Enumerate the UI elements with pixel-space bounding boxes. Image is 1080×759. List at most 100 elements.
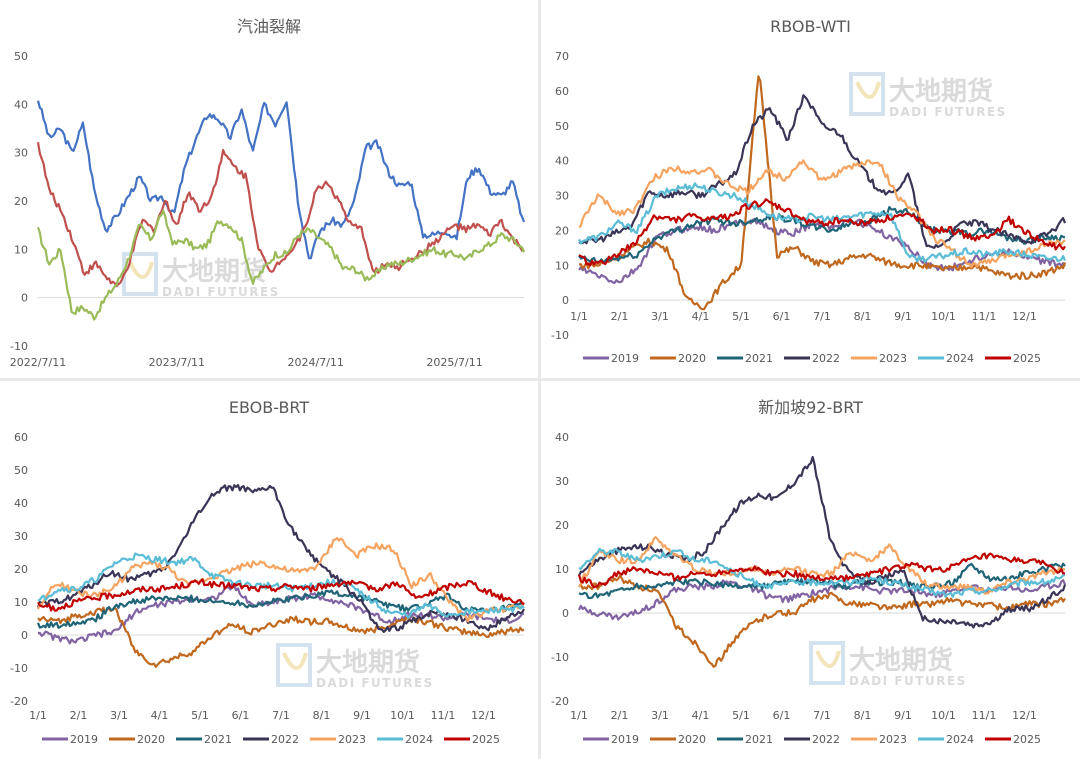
y-tick-label: 60 (14, 431, 28, 444)
series-line-2022 (578, 455, 1067, 629)
legend-label: 2025 (1013, 733, 1041, 746)
legend-label: 2024 (405, 733, 433, 746)
x-tick-label: 5/1 (732, 310, 750, 323)
x-tick-label: 2/1 (70, 709, 88, 722)
y-tick-label: 10 (555, 259, 569, 272)
y-tick-label: 50 (14, 464, 28, 477)
series-line-2020 (37, 606, 525, 668)
chart-svg: RBOB-WTI -10 0 10 20 30 40 50 60 70 1/1 2/1 3/1 4/1 5/… (551, 17, 1067, 365)
x-tick-label: 11/1 (972, 709, 997, 722)
legend-label: 2019 (611, 352, 639, 365)
y-tick-label: 60 (555, 85, 569, 98)
watermark-cn: 大地期货 (889, 76, 993, 107)
y-tick-label: 20 (14, 195, 28, 208)
chart-svg: 新加坡92-BRT -20 -10 0 10 20 30 40 1/1 2/1 3/1 4/1 5/1 6… (551, 398, 1067, 746)
x-tick-label: 6/1 (232, 709, 250, 722)
series-line-series-blue (36, 100, 526, 260)
series-line-2024 (578, 182, 1067, 263)
legend-label: 2021 (745, 352, 773, 365)
x-tick-label: 12/1 (1012, 709, 1037, 722)
series-line-series-red (36, 142, 525, 288)
x-tick-label: 8/1 (313, 709, 331, 722)
watermark-en: DADI FUTURES (889, 105, 1007, 119)
series-line-2020 (578, 75, 1067, 311)
chart-panel-gasoline-crack: 汽油裂解 -10 0 10 20 30 40 50 2022/7/11 2023/7/11 2024… (0, 0, 538, 378)
watermark-cn: 大地期货 (316, 647, 420, 678)
watermark-cn: 大地期货 (162, 256, 266, 287)
y-tick-label: -10 (10, 662, 28, 675)
x-tick-label: 2022/7/11 (10, 356, 66, 369)
x-tick-label: 3/1 (110, 709, 128, 722)
y-tick-label: 50 (14, 50, 28, 63)
x-tick-label: 4/1 (692, 310, 710, 323)
x-tick-label: 6/1 (773, 709, 791, 722)
series-line-2023 (36, 537, 525, 623)
chart-title: EBOB-BRT (229, 398, 310, 417)
legend-label: 2022 (271, 733, 299, 746)
x-tick-label: 11/1 (972, 310, 997, 323)
x-tick-label: 10/1 (931, 310, 956, 323)
y-tick-label: 0 (21, 292, 28, 305)
series-line-2021 (36, 589, 525, 629)
legend-label: 2025 (1013, 352, 1041, 365)
legend-label: 2024 (946, 733, 974, 746)
y-tick-label: 40 (555, 431, 569, 444)
y-tick-label: 0 (562, 294, 569, 307)
chart-panel-sg92-brt: 新加坡92-BRT -20 -10 0 10 20 30 40 1/1 2/1 3/1 4/1 5/1 6… (541, 381, 1080, 759)
series-line-2019 (37, 582, 525, 645)
x-tick-label: 11/1 (431, 709, 456, 722)
y-tick-label: 40 (14, 497, 28, 510)
legend-label: 2020 (137, 733, 165, 746)
watermark-cn: 大地期货 (849, 645, 953, 676)
x-tick-label: 2/1 (611, 310, 629, 323)
x-tick-label: 4/1 (151, 709, 169, 722)
x-tick-label: 8/1 (854, 310, 872, 323)
x-tick-label: 10/1 (390, 709, 415, 722)
chart-svg: 汽油裂解 -10 0 10 20 30 40 50 2022/7/11 2023/7/11 2024… (10, 17, 526, 369)
chart-svg: EBOB-BRT -20 -10 0 10 20 30 40 50 60 1/1 2/1 3/1 4/1 5… (10, 398, 525, 746)
chart-panel-ebob-brt: EBOB-BRT -20 -10 0 10 20 30 40 50 60 1/1 2/1 3/1 4/1 5… (0, 381, 538, 759)
legend-label: 2020 (678, 352, 706, 365)
y-tick-label: 30 (14, 530, 28, 543)
y-tick-label: 50 (555, 120, 569, 133)
x-tick-label: 6/1 (773, 310, 791, 323)
x-tick-label: 1/1 (570, 310, 588, 323)
x-tick-label: 7/1 (813, 310, 831, 323)
x-tick-label: 2023/7/11 (149, 356, 205, 369)
y-tick-label: 0 (562, 607, 569, 620)
legend-label: 2019 (611, 733, 639, 746)
legend-label: 2022 (812, 352, 840, 365)
legend-label: 2025 (472, 733, 500, 746)
y-tick-label: -20 (10, 695, 28, 708)
x-tick-label: 1/1 (570, 709, 588, 722)
y-tick-label: 20 (555, 519, 569, 532)
watermark-en: DADI FUTURES (316, 676, 434, 690)
y-tick-label: -20 (551, 695, 569, 708)
x-tick-label: 7/1 (272, 709, 290, 722)
x-tick-label: 1/1 (29, 709, 47, 722)
x-tick-label: 9/1 (894, 310, 912, 323)
series-line-2022 (578, 94, 1067, 249)
y-tick-label: 30 (555, 475, 569, 488)
x-tick-label: 7/1 (813, 709, 831, 722)
series-line-2021 (578, 206, 1066, 264)
y-tick-label: 40 (555, 155, 569, 168)
y-tick-label: -10 (551, 329, 569, 342)
legend-label: 2020 (678, 733, 706, 746)
series-line-2020 (578, 574, 1066, 668)
x-tick-label: 9/1 (353, 709, 371, 722)
y-tick-label: 20 (14, 563, 28, 576)
y-tick-label: 10 (14, 243, 28, 256)
x-tick-label: 12/1 (1012, 310, 1037, 323)
chart-title: 新加坡92-BRT (758, 398, 863, 417)
x-tick-label: 3/1 (651, 310, 669, 323)
chart-panel-rbob-wti: RBOB-WTI -10 0 10 20 30 40 50 60 70 1/1 2/1 3/1 4/1 5/… (541, 0, 1080, 378)
y-tick-label: 40 (14, 98, 28, 111)
y-tick-label: -10 (551, 651, 569, 664)
chart-title: RBOB-WTI (770, 17, 851, 36)
x-tick-label: 3/1 (651, 709, 669, 722)
y-tick-label: 10 (555, 563, 569, 576)
x-tick-label: 5/1 (732, 709, 750, 722)
